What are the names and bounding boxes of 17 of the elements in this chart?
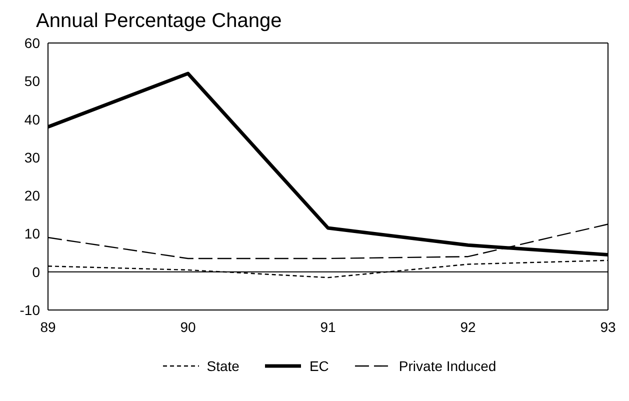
- legend-label: EC: [309, 358, 329, 374]
- legend-label: State: [206, 358, 240, 374]
- y-tick-label: 20: [24, 188, 40, 204]
- x-tick-label: 91: [320, 318, 336, 335]
- legend-label: Private Induced: [398, 358, 496, 374]
- x-tick-label: 90: [180, 318, 196, 335]
- x-tick-label: 92: [460, 318, 476, 335]
- x-tick-label: 93: [600, 318, 616, 335]
- y-tick-label: 0: [32, 264, 40, 280]
- x-tick-label: 89: [40, 318, 56, 335]
- y-tick-label: 10: [24, 226, 40, 242]
- chart-title: Annual Percentage Change: [36, 9, 283, 34]
- y-tick-label: 40: [24, 111, 40, 128]
- y-tick-label: 30: [24, 149, 40, 166]
- y-tick-label: 50: [24, 73, 40, 90]
- y-tick-label: -10: [20, 302, 40, 318]
- y-tick-label: 60: [24, 34, 40, 51]
